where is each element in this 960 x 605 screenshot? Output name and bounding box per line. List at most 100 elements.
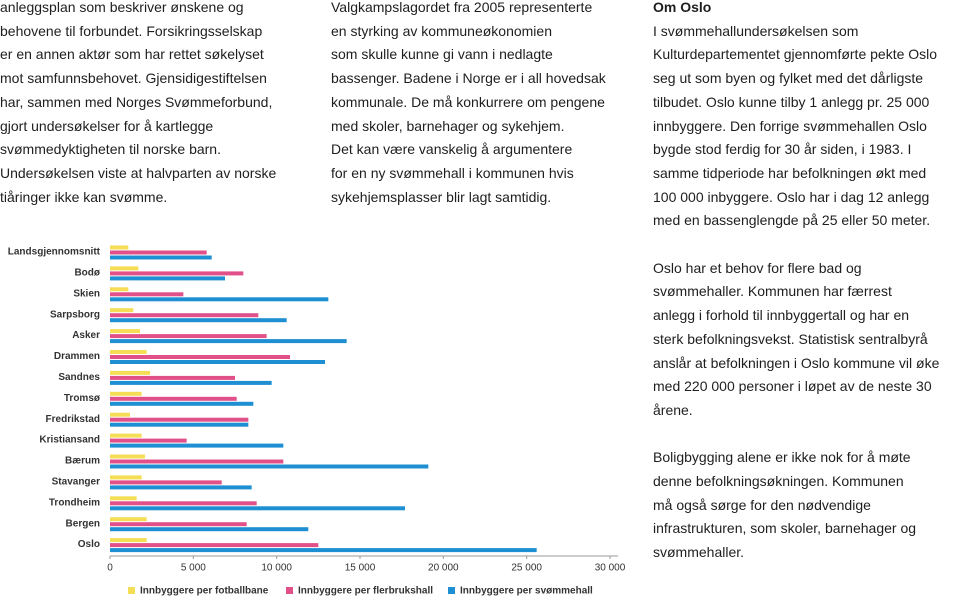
- category-label: Fredrikstad: [46, 414, 100, 425]
- x-tick-label: 25 000: [511, 563, 542, 574]
- legend-swatch: [286, 587, 293, 594]
- text-line: anleggsplan som beskriver ønskene og: [0, 0, 244, 15]
- legend-label: Innbyggere per svømmehall: [460, 586, 593, 597]
- bar: [110, 266, 139, 271]
- text-line: for en ny svømmehall i kommunen hvis: [331, 164, 574, 181]
- bar: [110, 401, 254, 406]
- legend-swatch: [448, 587, 455, 594]
- category-label: Sarpsborg: [50, 309, 100, 320]
- text-line: har, sammen med Norges Svømmeforbund,: [0, 93, 273, 110]
- text-line: Det kan være vanskelig å argumentere: [331, 141, 573, 158]
- text-line: kommunale. De må konkurrere om pengene: [331, 93, 605, 110]
- text-line: sterk befolkningsvekst. Statistisk sentr…: [653, 330, 928, 347]
- category-label: Bergen: [66, 518, 100, 529]
- category-label: Trondheim: [49, 497, 100, 508]
- bar: [110, 370, 150, 375]
- text-line: må også sørge for den nødvendige: [653, 496, 871, 513]
- bar: [110, 454, 145, 459]
- text-line: tilbudet. Oslo kunne tilby 1 anlegg pr. …: [653, 93, 930, 110]
- bar: [110, 297, 329, 302]
- text-line: Kulturdepartementet gjennomførte pekte O…: [653, 46, 938, 63]
- category-label: Sandnes: [58, 372, 100, 383]
- bar: [110, 417, 249, 422]
- x-tick-label: 10 000: [261, 563, 292, 574]
- bar: [110, 480, 222, 485]
- text-line: bassenger. Badene i Norge er i all hoved…: [331, 70, 606, 87]
- text-line: en styrking av kommuneøkonomien: [331, 22, 552, 39]
- bar: [110, 459, 284, 464]
- text-line: anslår at befolkningen i Oslo kommune vi…: [653, 354, 940, 371]
- text-line: svømmehaller.: [653, 544, 745, 561]
- text-line: sykehjemsplasser blir lagt samtidig.: [331, 188, 552, 205]
- bar: [110, 548, 537, 553]
- text-line: I svømmehallundersøkelsen som: [653, 22, 859, 39]
- legend-label: Innbyggere per fotballbane: [140, 586, 269, 597]
- x-tick-label: 15 000: [345, 563, 376, 574]
- bar: [110, 339, 347, 344]
- text-line: seg ut som byen og fylket med det dårlig…: [653, 70, 924, 87]
- bar: [110, 318, 287, 323]
- x-tick-label: 30 000: [595, 563, 626, 574]
- text-line: bygde stod ferdig for 30 år siden, i 198…: [653, 141, 912, 158]
- legend-label: Innbyggere per flerbrukshall: [298, 586, 433, 597]
- bar: [110, 485, 252, 490]
- text-line: svømmehaller. Kommunen har færrest: [653, 283, 892, 300]
- text-line: tiåringer ikke kan svømme.: [0, 188, 168, 205]
- bar: [110, 313, 259, 318]
- bar: [110, 522, 247, 527]
- bar: [110, 443, 284, 448]
- bar: [110, 391, 142, 396]
- bar: [110, 360, 325, 364]
- x-tick-label: 20 000: [428, 563, 459, 574]
- text-line: anlegg i forhold til innbyggertall og ha…: [653, 307, 910, 324]
- category-label: Skien: [73, 288, 100, 299]
- bar: [110, 422, 249, 427]
- bar: [110, 329, 140, 334]
- bar: [110, 412, 130, 417]
- bar: [110, 538, 147, 543]
- bar: [110, 245, 129, 250]
- text-line: mot samfunnsbehovet. Gjensidigestiftelse…: [0, 70, 267, 87]
- legend-swatch: [128, 587, 135, 594]
- chart: 0 5 000 10 000 15 000 20 000 25 000 30 000 Land…: [8, 245, 626, 597]
- text-line: med 220 000 personer i løpet av de neste…: [653, 378, 932, 395]
- x-tick-label: 5 000: [181, 563, 206, 574]
- bar: [110, 396, 237, 401]
- bar: [110, 355, 290, 359]
- bar: [110, 250, 207, 255]
- text-line: behovene til forbundet. Forsikringsselsk…: [0, 22, 263, 39]
- bar: [110, 380, 272, 385]
- text-line: Undersøkelsen viste at halvparten av nor…: [0, 164, 277, 181]
- category-label: Tromsø: [64, 393, 101, 404]
- bar: [110, 543, 319, 548]
- category-label: Landsgjennomsnitt: [8, 247, 101, 258]
- heading: Om Oslo: [653, 0, 712, 15]
- text-line: er en annen aktør som har rettet søkelys…: [0, 46, 264, 63]
- category-label: Bærum: [65, 456, 100, 467]
- bar: [110, 334, 267, 339]
- text-line: som skulle kunne gi vann i nedlagte: [331, 46, 553, 63]
- text-line: Oslo har et behov for flere bad og: [653, 259, 862, 276]
- bar: [110, 255, 212, 260]
- category-label: Oslo: [78, 539, 100, 550]
- text-line: samme tidperiode har befolkningen økt me…: [653, 164, 927, 181]
- bar: [110, 496, 137, 501]
- text-line: innbyggere. Den forrige svømmehallen Osl…: [653, 117, 927, 134]
- bar: [110, 433, 142, 438]
- bar: [110, 308, 134, 313]
- text-line: Valgkampslagordet fra 2005 representerte: [331, 0, 593, 15]
- text-line: Boligbygging alene er ikke nok for å møt…: [653, 449, 911, 466]
- bar: [110, 464, 429, 469]
- text-line: infrastrukturen, som skoler, barnehager …: [653, 520, 917, 537]
- bar: [110, 276, 225, 281]
- category-label: Kristiansand: [39, 435, 100, 446]
- bar: [110, 517, 147, 522]
- category-label: Asker: [72, 330, 100, 341]
- bar: [110, 271, 244, 276]
- x-tick-label: 0: [107, 563, 113, 574]
- bar: [110, 287, 129, 292]
- text-line: gjort undersøkelser for å kartlegge: [0, 117, 214, 134]
- text-line: med en bassenglengde på 25 eller 50 mete…: [653, 212, 931, 229]
- bar: [110, 475, 142, 480]
